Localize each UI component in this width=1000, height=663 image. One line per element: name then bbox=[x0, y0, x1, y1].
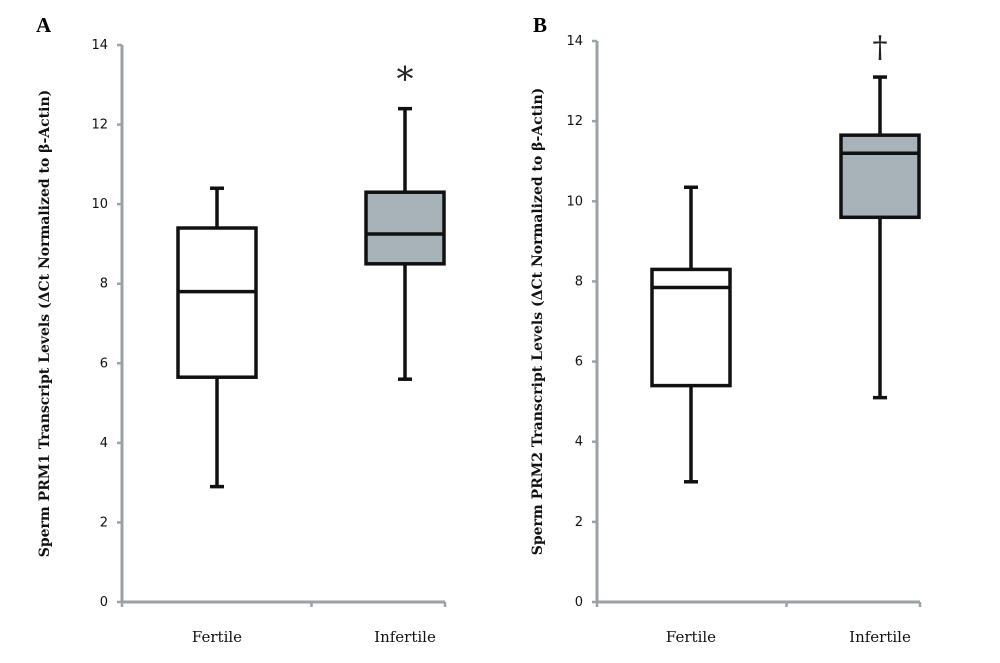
y-tick-label: 0 bbox=[100, 595, 108, 610]
y-tick-label: 8 bbox=[100, 277, 108, 292]
y-tick-label: 2 bbox=[575, 515, 583, 530]
x-category-label: Infertile bbox=[849, 628, 911, 646]
y-tick-label: 8 bbox=[575, 274, 583, 289]
y-tick-label: 6 bbox=[100, 356, 108, 371]
y-tick-label: 0 bbox=[575, 595, 583, 610]
y-tick-label: 10 bbox=[566, 194, 583, 209]
y-tick-label: 14 bbox=[566, 34, 583, 49]
y-axis-title: Sperm PRM2 Transcript Levels (ΔCt Normal… bbox=[530, 88, 546, 556]
y-tick-label: 6 bbox=[575, 355, 583, 370]
x-category-label: Fertile bbox=[666, 628, 716, 646]
y-tick-label: 14 bbox=[91, 38, 108, 53]
panel-b: B Sperm PRM2 Transcript Levels (ΔCt Norma… bbox=[530, 13, 922, 646]
box-fertile bbox=[176, 186, 258, 489]
x-category-label: Fertile bbox=[192, 628, 242, 646]
x-category-label: Infertile bbox=[374, 628, 436, 646]
y-tick-label: 4 bbox=[100, 436, 108, 451]
iqr-box bbox=[364, 190, 446, 266]
y-tick-label: 12 bbox=[91, 118, 108, 133]
iqr-box bbox=[839, 133, 921, 220]
y-tick-label: 10 bbox=[91, 197, 108, 212]
y-axis-title: Sperm PRM1 Transcript Levels (ΔCt Normal… bbox=[37, 90, 53, 558]
panel-a: A Sperm PRM1 Transcript Levels (ΔCt Norma… bbox=[36, 13, 447, 646]
significance-marker: * bbox=[397, 60, 414, 100]
y-tick-label: 2 bbox=[100, 515, 108, 530]
box-fertile bbox=[650, 185, 732, 484]
panel-letter: B bbox=[533, 13, 547, 37]
significance-marker: † bbox=[873, 30, 888, 65]
box-infertile bbox=[364, 106, 446, 381]
panel-letter: A bbox=[36, 13, 52, 37]
y-tick-label: 4 bbox=[575, 435, 583, 450]
iqr-box bbox=[176, 226, 258, 379]
box-infertile bbox=[839, 75, 921, 400]
y-tick-label: 12 bbox=[566, 114, 583, 129]
